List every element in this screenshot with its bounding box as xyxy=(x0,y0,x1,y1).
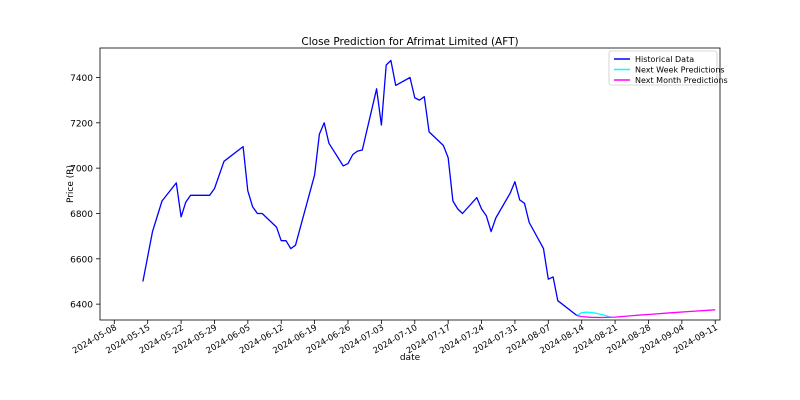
plot-frame xyxy=(99,47,721,321)
legend-label: Next Month Predictions xyxy=(635,76,728,85)
legend-box xyxy=(608,50,718,86)
chart-title: Close Prediction for Afrimat Limited (AF… xyxy=(301,36,518,48)
x-axis: 2024-05-082024-05-152024-05-222024-05-29… xyxy=(71,320,720,356)
y-tick-label: 7200 xyxy=(70,119,93,129)
y-tick-label: 7400 xyxy=(70,74,93,84)
y-tick-label: 6400 xyxy=(70,301,93,311)
y-axis: 6400 6600 6800 7000 7200 7400 xyxy=(70,74,100,311)
series-layer xyxy=(142,59,716,319)
y-tick-label: 7000 xyxy=(70,165,93,175)
y-tick-label: 6600 xyxy=(70,255,93,265)
y-axis-label: Price (R) xyxy=(66,165,76,203)
legend-label: Next Week Predictions xyxy=(635,66,725,75)
series-line-next-month-predictions xyxy=(576,309,716,319)
x-axis-label: date xyxy=(400,353,421,363)
legend: Historical Data Next Week PredictionsNext… xyxy=(608,50,728,86)
series-line-historical-data xyxy=(142,59,578,317)
legend-label: Historical Data xyxy=(635,55,694,64)
series-line-next-week-predictions xyxy=(576,311,611,318)
y-tick-label: 6800 xyxy=(70,210,93,220)
